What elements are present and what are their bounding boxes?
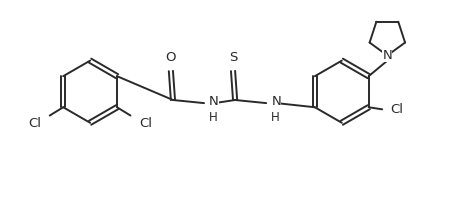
Text: Cl: Cl: [138, 117, 151, 130]
Text: Cl: Cl: [389, 103, 402, 116]
Text: N: N: [382, 49, 391, 62]
Text: H: H: [209, 111, 218, 124]
Text: N: N: [209, 95, 219, 108]
Text: N: N: [271, 95, 281, 108]
Text: H: H: [271, 111, 280, 124]
Text: Cl: Cl: [28, 117, 41, 130]
Text: S: S: [228, 51, 237, 64]
Text: N: N: [382, 49, 391, 62]
Text: O: O: [165, 51, 176, 64]
